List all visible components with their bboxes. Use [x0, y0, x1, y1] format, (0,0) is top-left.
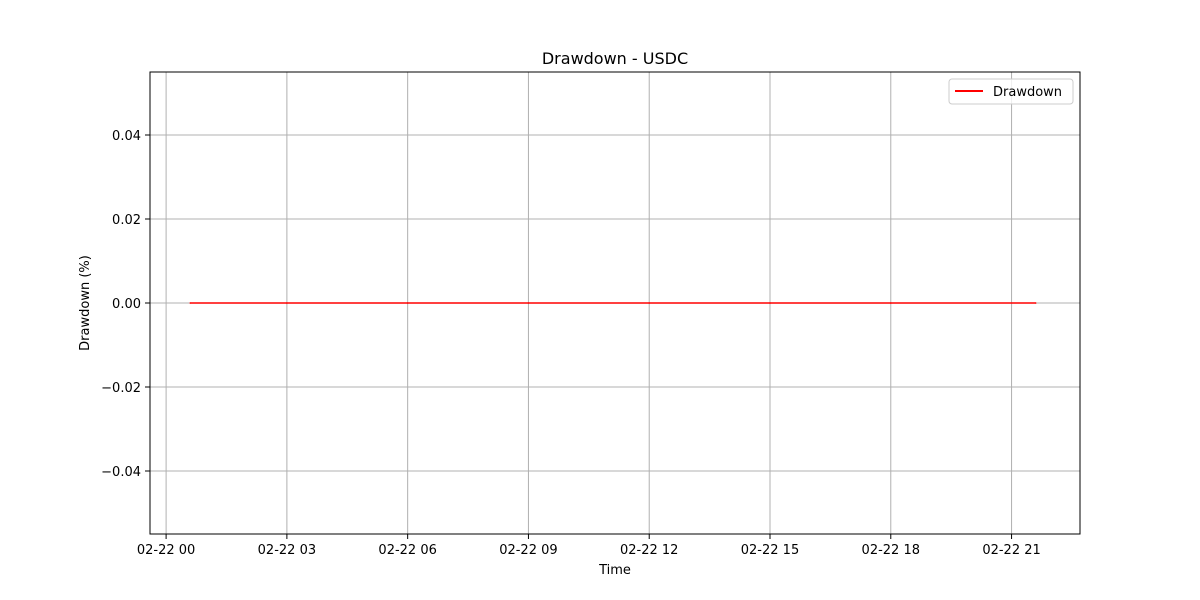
legend: Drawdown — [948, 78, 1074, 105]
x-tick-label: 02-22 09 — [499, 543, 557, 558]
data-point — [406, 302, 409, 304]
legend-label-drawdown: Drawdown — [993, 85, 1062, 100]
chart-title: Drawdown - USDC — [542, 49, 688, 68]
y-tick-label: −0.02 — [101, 381, 141, 396]
x-tick-label: 02-22 03 — [258, 543, 316, 558]
x-tick-label: 02-22 15 — [741, 543, 799, 558]
data-point — [769, 302, 771, 304]
data-point — [889, 302, 892, 304]
x-tick-label: 02-22 21 — [982, 543, 1040, 558]
data-point — [648, 302, 651, 304]
x-tick-label: 02-22 18 — [862, 543, 920, 558]
tick-layer: 02-22 00 02-22 03 02-22 06 02-22 09 02-22 12… — [101, 129, 1041, 558]
x-tick-label: 02-22 12 — [620, 543, 678, 558]
data-point — [286, 302, 288, 304]
data-point — [527, 302, 530, 304]
y-tick-label: 0.04 — [112, 129, 141, 144]
x-axis-label: Time — [598, 563, 631, 578]
y-tick-label: −0.04 — [101, 465, 141, 480]
data-point — [1034, 302, 1037, 304]
series-layer — [189, 302, 1037, 304]
x-tick-label: 02-22 00 — [137, 543, 195, 558]
y-tick-label: 0.02 — [112, 213, 141, 228]
legend-box — [948, 78, 1074, 105]
x-tick-label: 02-22 06 — [378, 543, 436, 558]
y-axis-label: Drawdown (%) — [78, 255, 93, 351]
data-point — [189, 302, 192, 304]
y-tick-label: 0.00 — [112, 297, 141, 312]
